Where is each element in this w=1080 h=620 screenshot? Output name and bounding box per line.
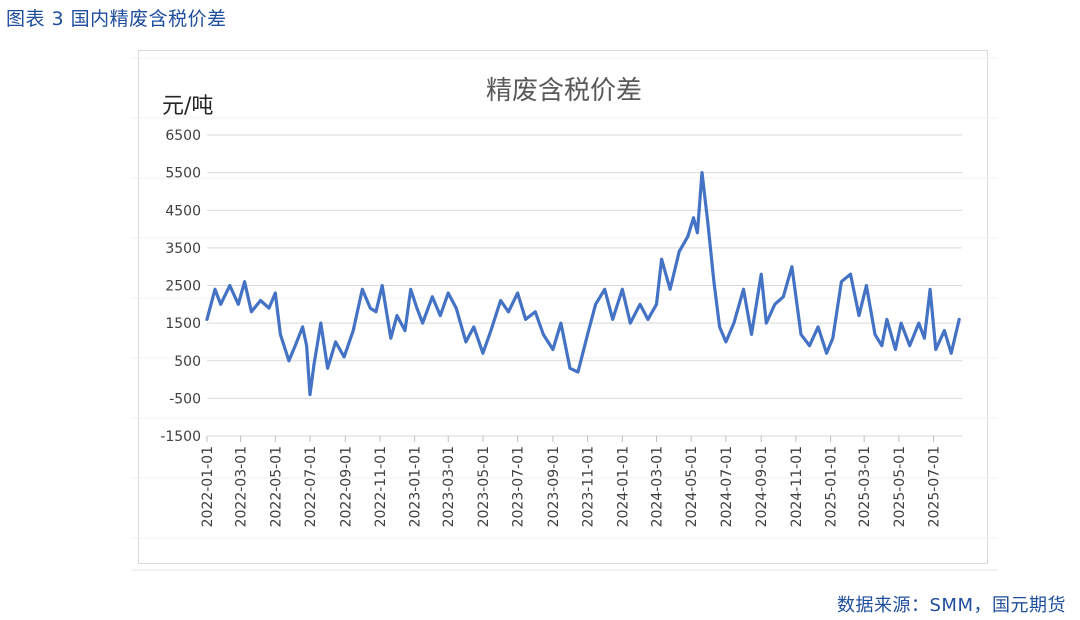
figure-caption: 图表 3 国内精废含税价差 — [6, 8, 227, 30]
chart-title: 精废含税价差 — [485, 76, 642, 106]
chart-area — [138, 50, 988, 564]
source-note: 数据来源：SMM，国元期货 — [837, 595, 1066, 616]
y-axis-unit-label: 元/吨 — [162, 94, 214, 119]
